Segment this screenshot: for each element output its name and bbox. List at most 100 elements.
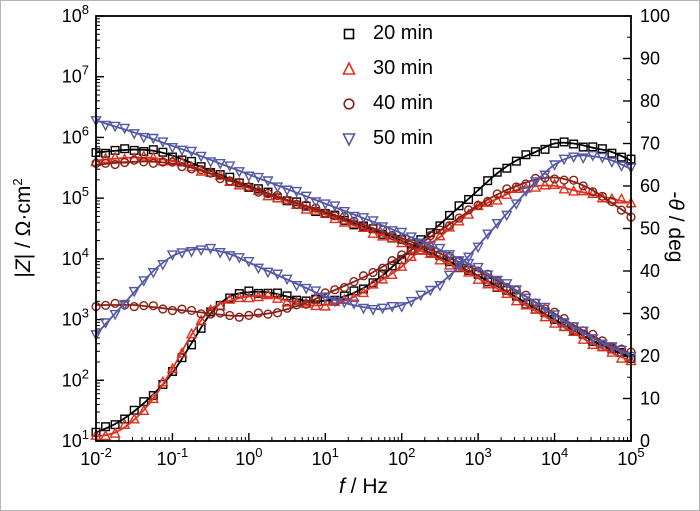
series-20min-phase-marker — [483, 176, 493, 186]
series-50min-phase-marker — [577, 153, 589, 164]
y-right-tick-label: 90 — [640, 49, 660, 69]
y-left-tick-label: 106 — [62, 123, 89, 147]
series-30min-phase-marker — [568, 185, 580, 196]
y-left-tick-label: 103 — [62, 306, 89, 330]
series-40min-impedance-marker — [148, 158, 158, 168]
series-30min-phase-marker — [453, 214, 465, 226]
series-50min-phase-marker — [587, 151, 599, 162]
series-50min-phase-marker — [281, 274, 293, 286]
series-20min-phase-marker — [597, 144, 607, 154]
series-20min-phase-marker — [569, 139, 579, 149]
series-30min-phase-marker — [310, 299, 322, 311]
series-30min-impedance-marker — [376, 229, 389, 241]
series-20min-phase-marker — [339, 291, 349, 301]
series-50min-impedance-marker — [520, 293, 532, 305]
series-30min-phase-marker — [367, 278, 379, 289]
series-50min-phase-marker — [443, 270, 456, 282]
series-30min-phase-marker — [185, 327, 198, 339]
series-50min-impedance-marker — [166, 143, 179, 154]
legend-marker-square-icon — [343, 28, 355, 39]
y-right-tick-label: 60 — [640, 176, 660, 196]
x-axis-label: f / Hz — [96, 475, 631, 499]
y-left-tick-label: 101 — [62, 427, 89, 451]
series-30min-impedance-marker — [204, 166, 217, 177]
series-30min-impedance-marker — [434, 253, 446, 265]
series-30min-impedance-marker — [606, 346, 618, 357]
series-50min-impedance-marker — [147, 133, 159, 145]
x-tick-label: 104 — [541, 445, 568, 469]
series-50min-phase-marker — [367, 305, 379, 316]
series-40min-phase-marker — [196, 309, 206, 319]
y-left-tick-label: 105 — [62, 184, 89, 208]
y-right-tick-label: 70 — [640, 134, 660, 154]
series-50min-impedance-marker — [300, 191, 312, 203]
series-50min-impedance-marker — [415, 238, 427, 250]
series-50min-phase-marker — [596, 152, 609, 164]
series-30min-impedance-marker — [491, 280, 503, 292]
series-40min-phase-marker — [206, 309, 216, 319]
y-axis-label-right: -θ / deg — [664, 191, 687, 263]
legend-item-20min: 20 min — [337, 16, 433, 51]
series-50min-phase-marker — [166, 250, 179, 261]
series-40min-phase-marker — [397, 250, 407, 260]
series-30min-phase-marker — [99, 429, 112, 441]
series-40min-phase-marker — [425, 231, 435, 241]
series-20min-phase-marker — [378, 269, 388, 279]
series-50min-impedance-marker — [482, 270, 494, 281]
series-50min-impedance-marker — [462, 258, 475, 270]
series-50min-phase-marker — [252, 263, 265, 275]
series-30min-impedance-marker — [548, 317, 561, 328]
series-50min-phase-marker — [615, 161, 628, 172]
series-30min-phase-marker — [376, 272, 389, 284]
series-50min-phase-marker — [415, 290, 427, 302]
series-40min-phase-marker — [292, 300, 302, 310]
series-40min-phase-marker — [358, 271, 369, 281]
series-50min-impedance-marker — [529, 298, 542, 310]
series-50min-impedance-marker — [405, 232, 417, 243]
y-right-tick-label: 100 — [640, 6, 670, 26]
series-30min-phase-marker — [386, 268, 398, 280]
series-50min-impedance-marker — [424, 241, 437, 253]
series-30min-phase-marker — [243, 291, 255, 303]
series-30min-phase-marker — [128, 412, 140, 424]
series-40min-phase-marker — [597, 191, 607, 201]
series-50min-impedance-marker — [214, 159, 226, 170]
series-20min-phase-marker — [120, 414, 130, 424]
series-40min-phase-marker — [578, 181, 588, 191]
series-50min-phase-marker — [204, 243, 217, 255]
series-40min-impedance-marker — [158, 157, 168, 167]
series-50min-phase-marker — [357, 303, 370, 315]
series-50min-impedance-marker — [357, 213, 370, 224]
series-50min-phase-marker — [434, 281, 446, 292]
series-50min-impedance-marker — [501, 279, 513, 290]
series-50min-impedance-marker — [281, 185, 293, 197]
x-tick-label: 101 — [312, 445, 339, 469]
series-40min-phase-marker — [225, 310, 235, 321]
series-40min-impedance-marker — [292, 199, 302, 209]
series-40min-phase-marker — [406, 246, 416, 256]
series-50min-impedance-marker — [319, 199, 331, 210]
series-40min-impedance-marker — [339, 212, 349, 222]
series-30min-phase-marker — [271, 292, 284, 303]
series-30min-impedance-marker — [329, 212, 341, 224]
series-50min-impedance-marker — [118, 123, 131, 135]
series-30min-phase-marker — [195, 314, 207, 325]
series-40min-phase-marker — [502, 184, 512, 194]
series-40min-phase-marker — [215, 308, 225, 318]
series-20min-phase-marker — [530, 147, 540, 157]
series-30min-impedance-marker — [166, 154, 179, 166]
series-50min-phase-marker — [118, 299, 131, 311]
series-50min-phase-marker — [109, 309, 121, 321]
series-40min-phase-marker — [607, 196, 617, 207]
series-50min-phase-marker — [491, 218, 503, 230]
series-30min-impedance-marker — [357, 221, 370, 232]
series-40min-phase-marker — [616, 205, 627, 215]
series-40min-phase-marker — [167, 305, 178, 316]
y-right-tick-label: 40 — [640, 261, 660, 281]
series-30min-phase-marker — [482, 196, 494, 207]
series-40min-impedance-marker — [177, 162, 187, 172]
series-40min-phase-marker — [139, 301, 149, 311]
series-30min-phase-marker — [529, 181, 542, 192]
series-50min-impedance-marker — [568, 322, 580, 333]
series-50min-phase-marker — [606, 157, 618, 169]
